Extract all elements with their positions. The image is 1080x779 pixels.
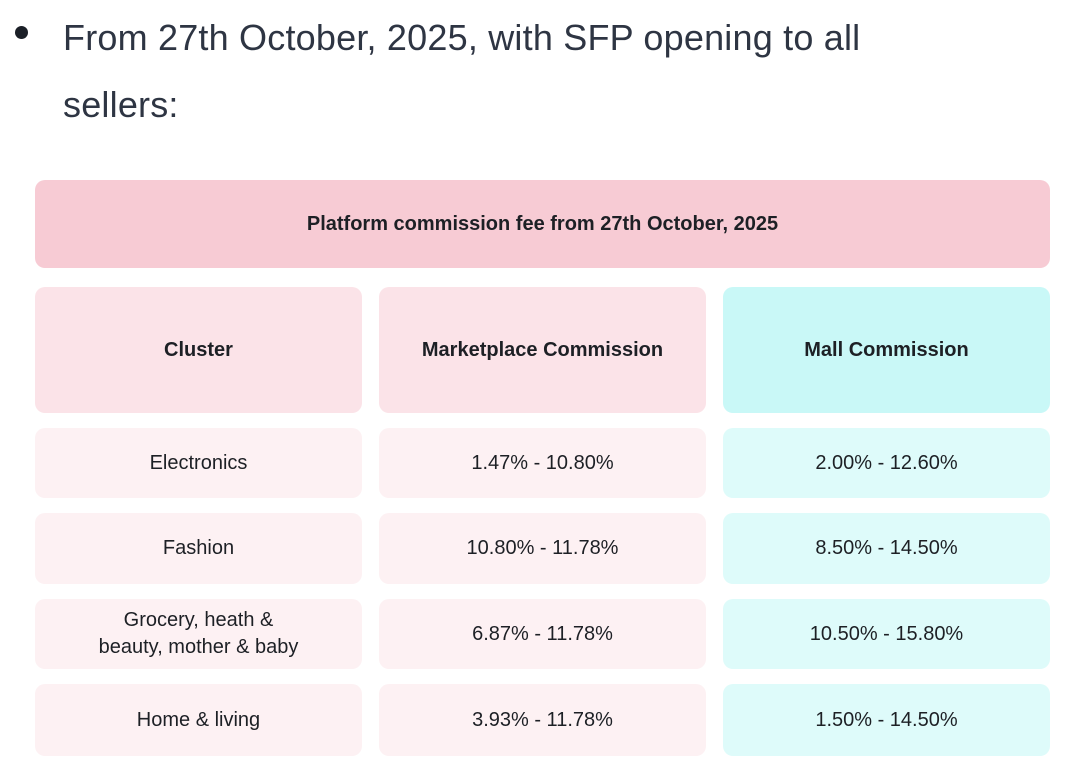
intro-bullet-item: From 27th October, 2025, with SFP openin…	[0, 0, 1080, 138]
cell-mall-grocery: 10.50% - 15.80%	[723, 599, 1050, 669]
cell-cluster-electronics: Electronics	[35, 428, 362, 498]
cell-mall-fashion: 8.50% - 14.50%	[723, 513, 1050, 584]
column-header-cluster: Cluster	[35, 287, 362, 413]
table-grid: Cluster Marketplace Commission Mall Comm…	[35, 287, 1050, 756]
column-header-marketplace-commission: Marketplace Commission	[379, 287, 706, 413]
cell-mall-electronics: 2.00% - 12.60%	[723, 428, 1050, 498]
cell-marketplace-electronics: 1.47% - 10.80%	[379, 428, 706, 498]
cell-cluster-grocery: Grocery, heath & beauty, mother & baby	[35, 599, 362, 669]
commission-table: Platform commission fee from 27th Octobe…	[35, 180, 1050, 756]
intro-text: From 27th October, 2025, with SFP openin…	[63, 17, 861, 125]
cell-marketplace-home-living: 3.93% - 11.78%	[379, 684, 706, 756]
table-title-banner: Platform commission fee from 27th Octobe…	[35, 180, 1050, 268]
cell-mall-home-living: 1.50% - 14.50%	[723, 684, 1050, 756]
column-header-mall-commission: Mall Commission	[723, 287, 1050, 413]
bullet-icon	[15, 26, 28, 39]
cell-cluster-fashion: Fashion	[35, 513, 362, 584]
cell-marketplace-grocery: 6.87% - 11.78%	[379, 599, 706, 669]
cell-marketplace-fashion: 10.80% - 11.78%	[379, 513, 706, 584]
cell-cluster-home-living: Home & living	[35, 684, 362, 756]
